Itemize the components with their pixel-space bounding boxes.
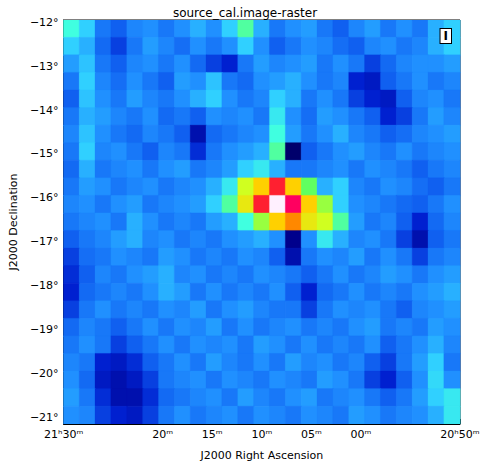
svg-text:J2000 Declination: J2000 Declination — [7, 174, 20, 272]
svg-text:−13°: −13° — [30, 60, 59, 73]
svg-text:10ᵐ: 10ᵐ — [251, 428, 272, 441]
svg-text:−16°: −16° — [30, 191, 59, 204]
svg-text:15ᵐ: 15ᵐ — [202, 428, 223, 441]
svg-text:21ʰ30ᵐ: 21ʰ30ᵐ — [44, 428, 83, 441]
svg-text:05ᵐ: 05ᵐ — [301, 428, 322, 441]
svg-text:−15°: −15° — [30, 147, 59, 160]
svg-text:−12°: −12° — [30, 16, 59, 29]
svg-text:I: I — [444, 29, 448, 43]
svg-text:−14°: −14° — [30, 104, 59, 117]
svg-text:20ᵐ: 20ᵐ — [152, 428, 173, 441]
svg-text:source_cal.image-raster: source_cal.image-raster — [173, 6, 317, 20]
svg-text:J2000 Right Ascension: J2000 Right Ascension — [199, 449, 323, 462]
svg-text:00ᵐ: 00ᵐ — [350, 428, 371, 441]
svg-text:−19°: −19° — [30, 323, 59, 336]
svg-text:−17°: −17° — [30, 235, 59, 248]
svg-text:−21°: −21° — [30, 411, 59, 424]
svg-text:20ʰ50ᵐ: 20ʰ50ᵐ — [440, 428, 479, 441]
svg-text:−20°: −20° — [30, 367, 59, 380]
svg-text:−18°: −18° — [30, 279, 59, 292]
